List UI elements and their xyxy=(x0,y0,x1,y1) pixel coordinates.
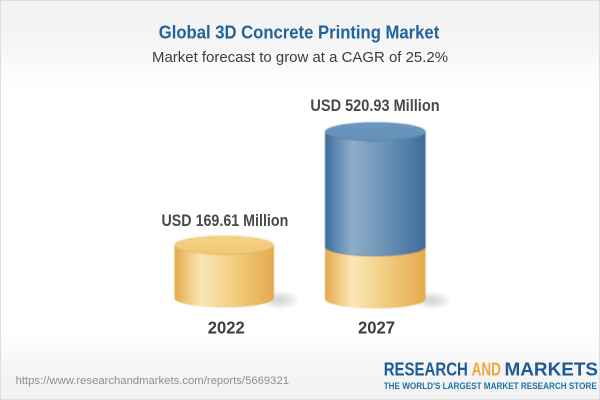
svg-text:MARKETS: MARKETS xyxy=(505,360,599,380)
svg-text:USD 169.61 Million: USD 169.61 Million xyxy=(162,211,289,230)
svg-text:Market forecast to grow at a C: Market forecast to grow at a CAGR of 25.… xyxy=(152,49,448,66)
svg-text:https://www.researchandmarkets: https://www.researchandmarkets.com/repor… xyxy=(16,375,289,387)
svg-text:2022: 2022 xyxy=(208,317,245,337)
svg-text:Global 3D Concrete Printing Ma: Global 3D Concrete Printing Market xyxy=(159,22,440,42)
svg-text:THE WORLD'S LARGEST MARKET RES: THE WORLD'S LARGEST MARKET RESEARCH STOR… xyxy=(384,381,597,391)
svg-text:AND: AND xyxy=(472,360,501,380)
svg-text:RESEARCH: RESEARCH xyxy=(384,360,468,380)
svg-text:USD 520.93 Million: USD 520.93 Million xyxy=(310,96,439,115)
svg-text:2027: 2027 xyxy=(358,317,395,337)
